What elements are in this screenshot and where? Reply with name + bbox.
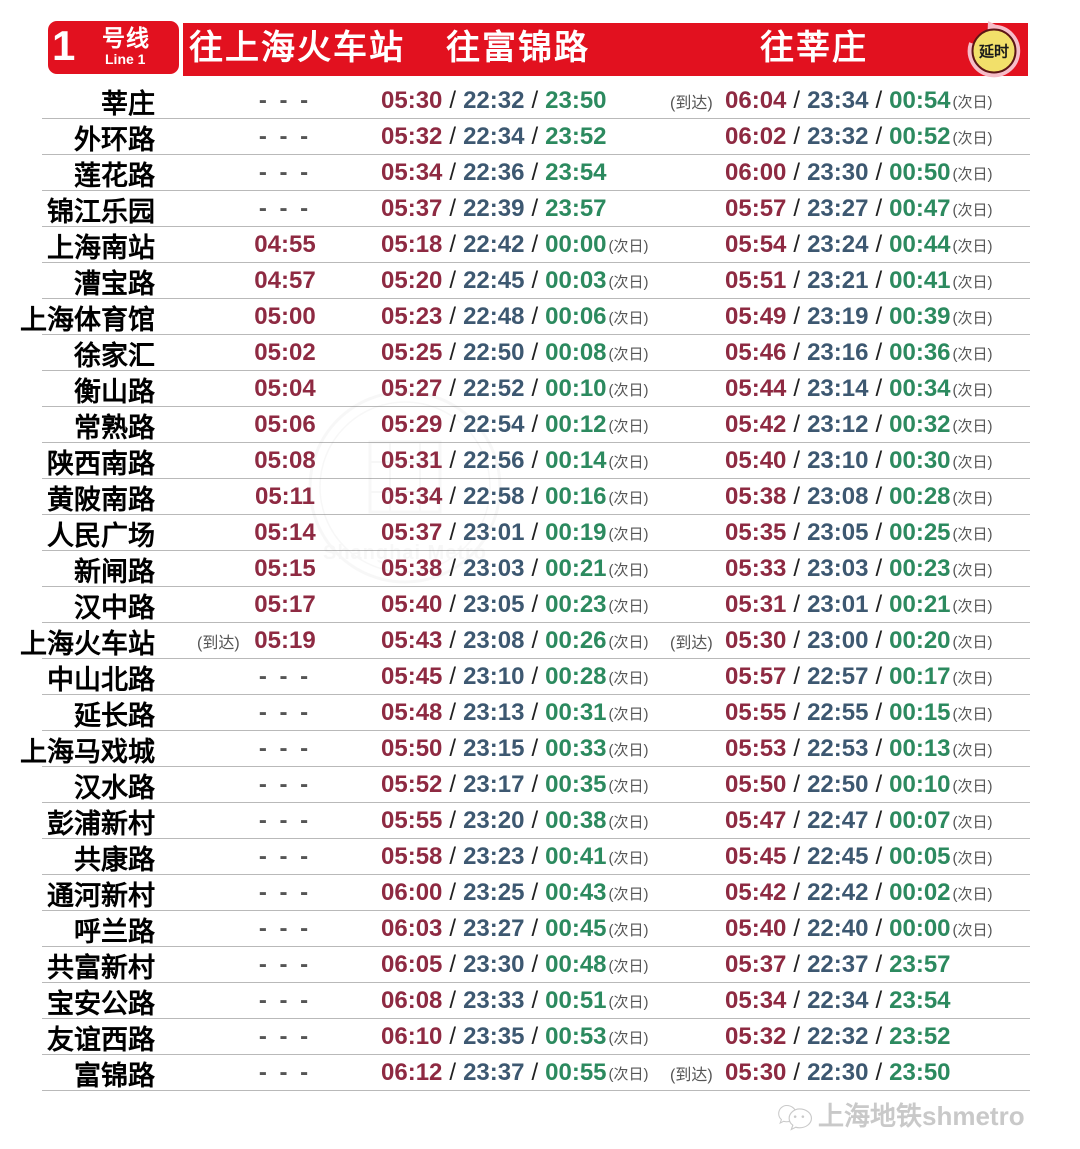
svg-text:延时: 延时 (978, 43, 1009, 61)
svg-text:Shanghai Metro: Shanghai Metro (323, 542, 487, 564)
